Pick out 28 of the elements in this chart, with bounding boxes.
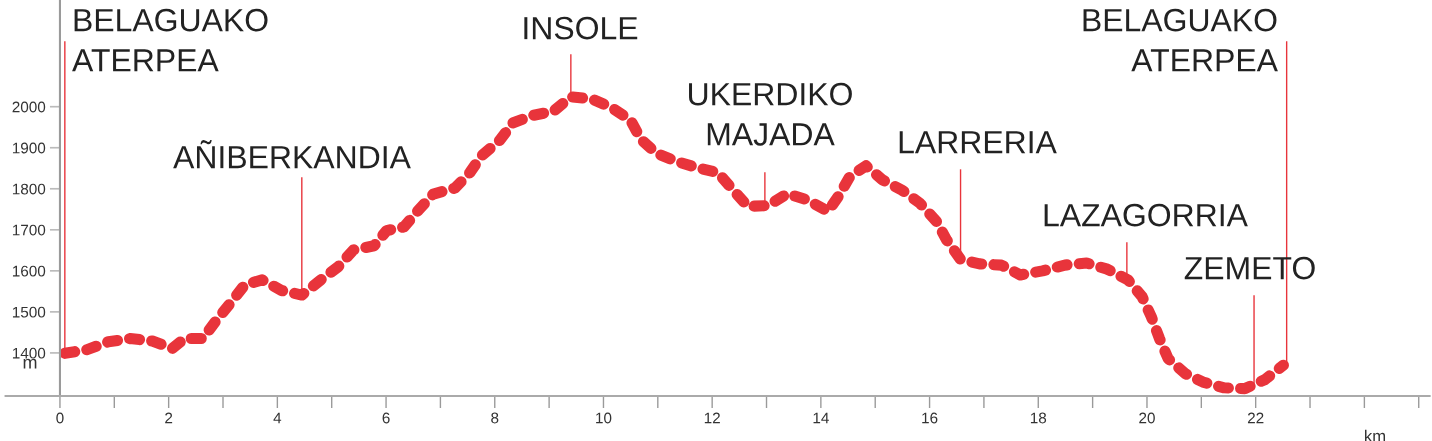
x-tick-label: 12	[704, 412, 720, 424]
x-tick-label: 20	[1139, 412, 1155, 424]
y-tick-label: 1800	[12, 183, 46, 195]
y-tick-label: 1400	[12, 347, 46, 359]
y-axis-title: m	[23, 358, 37, 369]
x-tick-label: 4	[273, 412, 282, 424]
y-tick-label: 2000	[12, 101, 46, 113]
x-tick-label: 2	[165, 412, 173, 424]
annotation: INSOLE	[524, 16, 638, 40]
annotation: BELAGUAKO ATERPEA	[1083, 8, 1278, 72]
annotation: LAZAGORRIA	[1044, 203, 1248, 227]
y-tick-label: 1600	[12, 265, 46, 277]
x-tick-label: 14	[813, 412, 829, 424]
x-tick-label: 16	[922, 412, 938, 424]
x-tick-label: 22	[1247, 412, 1264, 424]
annotation: BELAGUAKO ATERPEA	[72, 8, 268, 72]
x-tick-label: 10	[596, 412, 612, 424]
y-tick-label: 1900	[12, 142, 46, 154]
annotation: AÑIBERKANDIA	[173, 140, 411, 169]
annotation: LARRERIA	[899, 131, 1057, 154]
annotation: UKERDIKO MAJADA	[689, 82, 852, 146]
x-axis-title: km	[1365, 429, 1386, 441]
x-tick-label: 8	[491, 412, 499, 424]
x-tick-label: 0	[56, 412, 64, 424]
y-tick-label: 1500	[12, 306, 46, 318]
y-tick-label: 1700	[12, 224, 46, 236]
x-tick-label: 18	[1030, 412, 1047, 424]
x-tick-label: 6	[382, 412, 390, 424]
